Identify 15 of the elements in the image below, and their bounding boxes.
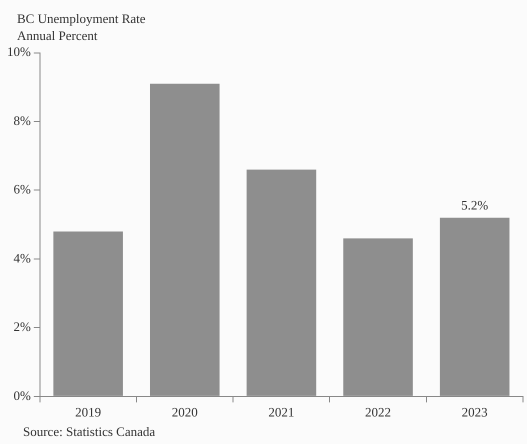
x-tick-label: 2021 (268, 404, 294, 420)
x-tick-label: 2019 (75, 404, 102, 420)
chart-subtitle: Annual Percent (17, 27, 99, 44)
data-label: 5.2% (461, 198, 488, 213)
y-tick-label: 8% (13, 112, 31, 128)
x-tick-label: 2023 (462, 404, 488, 420)
y-tick-label: 6% (13, 182, 31, 197)
chart-title: BC Unemployment Rate (17, 10, 146, 27)
x-tick-label: 2022 (365, 404, 392, 420)
source-note: Source: Statistics Canada (23, 424, 156, 440)
x-tick-label: 2020 (172, 404, 198, 420)
y-tick-label: 10% (6, 44, 31, 60)
y-tick-label: 0% (13, 388, 31, 403)
y-tick-label: 2% (13, 319, 31, 334)
y-tick-label: 4% (13, 250, 31, 266)
